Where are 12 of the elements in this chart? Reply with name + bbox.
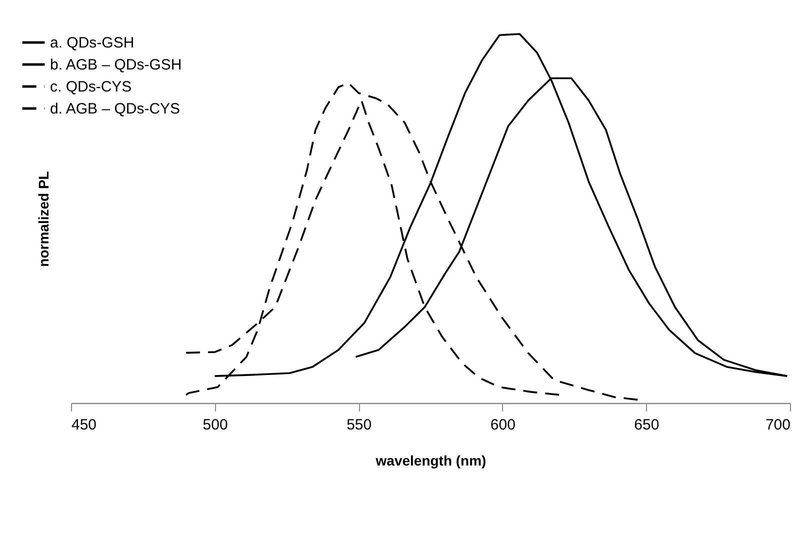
- x-tick-label: 650: [634, 416, 660, 434]
- x-tick-label: 450: [72, 416, 97, 434]
- x-tick-label: 550: [346, 416, 372, 434]
- legend-label: a. QDs-GSH: [50, 34, 134, 52]
- legend-label: b. AGB – QDs-GSH: [50, 56, 182, 74]
- legend-label: d. AGB – QDs-CYS: [50, 100, 180, 118]
- y-axis-title: normalized PL: [36, 170, 52, 267]
- x-tick-label: 700: [765, 416, 790, 434]
- legend-label: c. QDs-CYS: [50, 78, 132, 96]
- x-axis-title: wavelength (nm): [374, 452, 486, 468]
- x-tick-label: 500: [202, 416, 228, 434]
- x-tick-label: 600: [490, 416, 516, 434]
